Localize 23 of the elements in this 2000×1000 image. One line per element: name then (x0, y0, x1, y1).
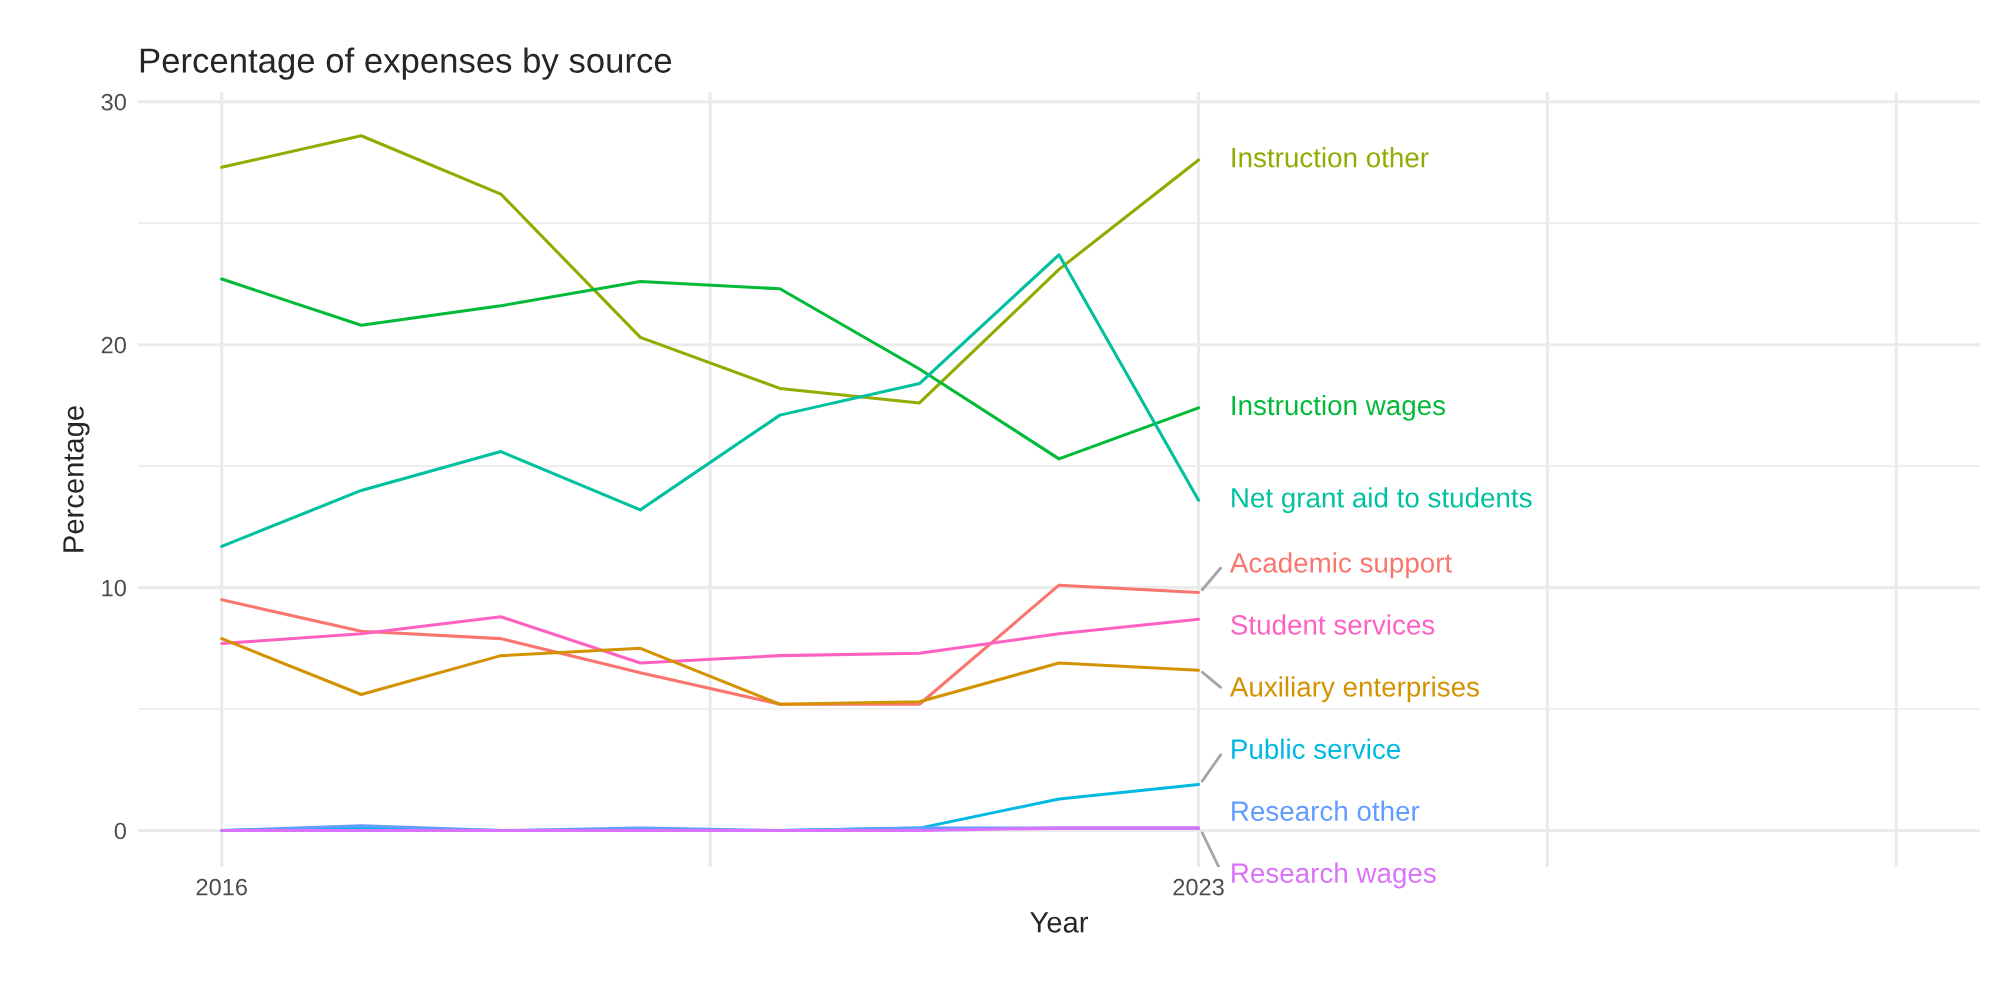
series-label: Student services (1231, 614, 1435, 635)
y-tick-label: 10 (102, 579, 126, 597)
y-tick-label: 30 (101, 93, 126, 111)
series-label: Instruction other (1232, 147, 1429, 168)
series-label: Research wages (1232, 862, 1436, 889)
series-label: Research other (1232, 800, 1420, 822)
line-series (220, 277, 1201, 461)
x-tick-label: 2016 (196, 878, 247, 896)
line-series (220, 253, 1201, 548)
y-tick-label: 0 (114, 822, 126, 840)
series-label: Auxiliary enterprises (1229, 676, 1479, 703)
series-label: Public service (1232, 738, 1400, 760)
series-label: Instruction wages (1232, 394, 1446, 421)
line-series (220, 615, 1201, 665)
line-series (220, 637, 1201, 706)
line-series (220, 134, 1201, 405)
chart-title: Percentage of expenses by source (140, 47, 672, 80)
series-label: Academic support (1229, 552, 1452, 579)
y-axis-title: Percentage (63, 406, 90, 552)
x-axis-title: Year (1030, 912, 1088, 933)
y-tick-label: 20 (101, 336, 126, 354)
x-tick-label: 2023 (1173, 878, 1224, 896)
series-label: Net grant aid to students (1232, 487, 1532, 514)
